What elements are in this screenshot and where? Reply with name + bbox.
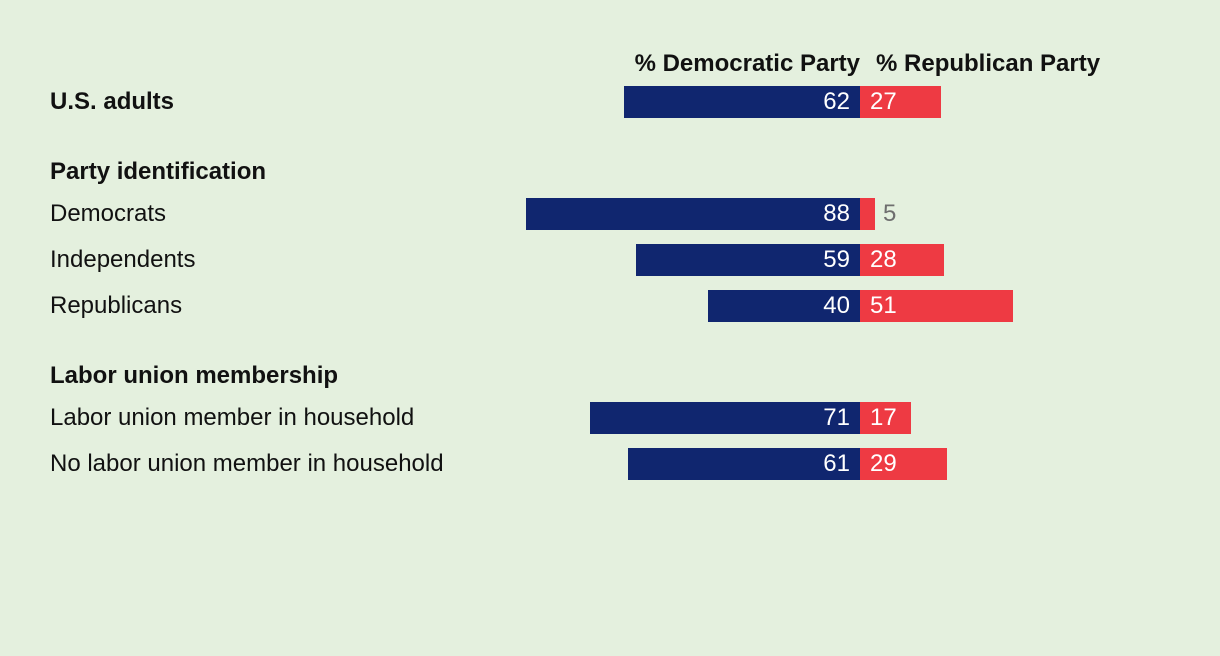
dem-bar: 59 — [636, 244, 860, 276]
group-title: Party identification — [50, 158, 1170, 186]
dem-value: 71 — [823, 404, 850, 432]
bar-area: 61 29 — [480, 448, 1170, 480]
rep-value: 51 — [870, 292, 897, 320]
row-label: U.S. adults — [50, 87, 480, 117]
dem-header: % Democratic Party — [480, 50, 868, 78]
rep-value: 27 — [870, 88, 897, 116]
chart-row: Democrats 88 5 — [50, 196, 1170, 232]
dem-bar: 62 — [624, 86, 860, 118]
rep-side: 28 — [860, 244, 1160, 276]
dem-side: 40 — [480, 290, 860, 322]
rep-header: % Republican Party — [868, 50, 1176, 78]
rep-bar: 29 — [860, 448, 947, 480]
dem-side: 88 — [480, 198, 860, 230]
dem-bar: 40 — [708, 290, 860, 322]
dem-side: 71 — [480, 402, 860, 434]
rep-bar: 17 — [860, 402, 911, 434]
row-label: Republicans — [50, 291, 480, 321]
rep-value: 28 — [870, 246, 897, 274]
bar-area: 88 5 — [480, 198, 1170, 230]
dem-value: 40 — [823, 292, 850, 320]
bar-area: 62 27 — [480, 86, 1170, 118]
diverging-bar-chart: % Democratic Party % Republican Party U.… — [50, 50, 1170, 482]
chart-row: Republicans 40 51 — [50, 288, 1170, 324]
chart-row: Labor union member in household 71 17 — [50, 400, 1170, 436]
rep-side: 5 — [860, 198, 1160, 230]
rep-bar: 51 — [860, 290, 1013, 322]
row-label: No labor union member in household — [50, 449, 480, 479]
dem-value: 88 — [823, 200, 850, 228]
bar-area: 40 51 — [480, 290, 1170, 322]
rep-side: 17 — [860, 402, 1160, 434]
dem-side: 62 — [480, 86, 860, 118]
rep-side: 51 — [860, 290, 1160, 322]
dem-side: 61 — [480, 448, 860, 480]
column-headers: % Democratic Party % Republican Party — [50, 50, 1170, 78]
rep-value: 17 — [870, 404, 897, 432]
dem-value: 59 — [823, 246, 850, 274]
dem-bar: 61 — [628, 448, 860, 480]
rep-side: 27 — [860, 86, 1160, 118]
rep-bar: 27 — [860, 86, 941, 118]
bar-area: 59 28 — [480, 244, 1170, 276]
row-label: Democrats — [50, 199, 480, 229]
rep-bar — [860, 198, 875, 230]
dem-side: 59 — [480, 244, 860, 276]
row-label: Labor union member in household — [50, 403, 480, 433]
rep-value: 5 — [883, 200, 896, 228]
dem-value: 62 — [823, 88, 850, 116]
chart-row: Independents 59 28 — [50, 242, 1170, 278]
rep-bar: 28 — [860, 244, 944, 276]
chart-row: U.S. adults 62 27 — [50, 84, 1170, 120]
dem-bar: 71 — [590, 402, 860, 434]
chart-row: No labor union member in household 61 29 — [50, 446, 1170, 482]
row-label: Independents — [50, 245, 480, 275]
dem-value: 61 — [823, 450, 850, 478]
rows-container: U.S. adults 62 27 Party identification Democ… — [50, 84, 1170, 482]
rep-side: 29 — [860, 448, 1160, 480]
group-title: Labor union membership — [50, 362, 1170, 390]
rep-value: 29 — [870, 450, 897, 478]
dem-bar: 88 — [526, 198, 860, 230]
bar-area: 71 17 — [480, 402, 1170, 434]
